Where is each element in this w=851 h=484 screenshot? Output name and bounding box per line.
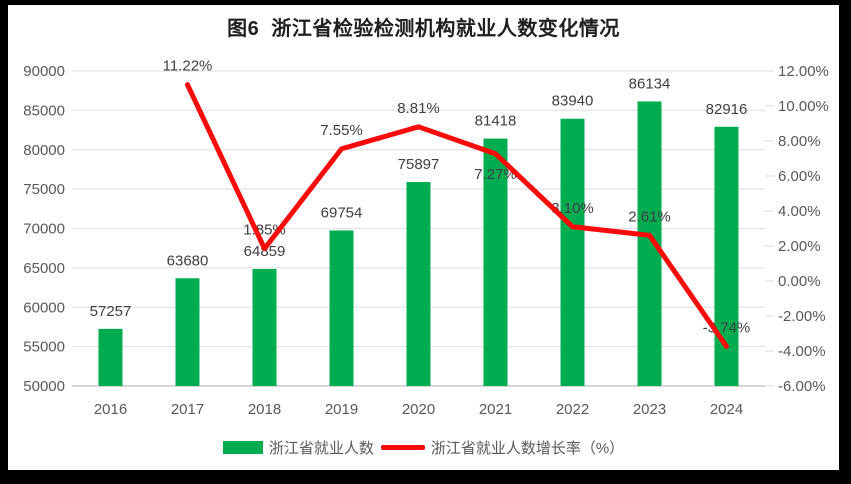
left-axis-tick-label: 50000 xyxy=(23,378,65,395)
right-axis-tick-label: 8.00% xyxy=(778,133,821,150)
bar-label-2018: 64859 xyxy=(244,243,286,260)
combo-chart: 57257 63680 64859 69754 75897 81418 83940 86134… xyxy=(23,58,829,418)
x-axis-label-2024: 2024 xyxy=(710,401,743,418)
chart-canvas: 图6 浙江省检验检测机构就业人数变化情况 57257 63680 64859 6975… xyxy=(8,5,839,470)
left-axis-tick-label: 80000 xyxy=(23,142,65,159)
left-axis-tick-label: 90000 xyxy=(23,63,65,80)
rate-label-2020: 8.81% xyxy=(397,100,440,117)
bar-label-2016: 57257 xyxy=(90,303,132,320)
right-axis-tick-label: 12.00% xyxy=(778,63,829,80)
x-axis-label-2020: 2020 xyxy=(402,401,435,418)
x-axis-label-2023: 2023 xyxy=(633,401,666,418)
left-axis-tick-label: 75000 xyxy=(23,181,65,198)
right-axis-tick-label: 10.00% xyxy=(778,98,829,115)
left-axis-tick-label: 55000 xyxy=(23,339,65,356)
x-axis-label-2018: 2018 xyxy=(248,401,281,418)
bar-label-2023: 86134 xyxy=(629,75,671,92)
bar-2022 xyxy=(560,118,585,386)
right-axis-tick-label: 4.00% xyxy=(778,203,821,220)
x-axis-label-2021: 2021 xyxy=(479,401,512,418)
bar-label-2020: 75897 xyxy=(398,156,440,173)
right-axis-tick-label: 6.00% xyxy=(778,168,821,185)
legend-bar-swatch-icon xyxy=(222,441,263,454)
bar-label-2024: 82916 xyxy=(706,101,748,118)
x-axis-label-2019: 2019 xyxy=(325,401,358,418)
rate-label-2021: 7.27% xyxy=(474,166,517,183)
growth-rate-line xyxy=(185,82,729,349)
rate-label-2023: 2.61% xyxy=(628,208,671,225)
legend-label-growth-rate: 浙江省就业人数增长率（%） xyxy=(430,440,625,457)
legend-line-swatch-icon xyxy=(380,445,425,450)
bar-2018 xyxy=(252,268,277,386)
left-axis-tick-label: 70000 xyxy=(23,221,65,238)
right-axis-tick-label: -4.00% xyxy=(778,343,826,360)
right-axis-tick-label: -2.00% xyxy=(778,308,826,325)
left-axis-tick-label: 65000 xyxy=(23,260,65,277)
right-axis-tick-label: 0.00% xyxy=(778,273,821,290)
right-axis-tick-label: 2.00% xyxy=(778,238,821,255)
bar-label-2017: 63680 xyxy=(167,252,209,269)
x-axis-label-2016: 2016 xyxy=(94,401,127,418)
left-axis-tick-label: 85000 xyxy=(23,102,65,119)
bar-label-2021: 81418 xyxy=(475,113,517,130)
bar-2020 xyxy=(406,182,431,386)
legend-label-employment: 浙江省就业人数 xyxy=(268,440,374,457)
legend-item-growth-rate: 浙江省就业人数增长率（%） xyxy=(380,437,625,458)
bar-label-2019: 69754 xyxy=(321,204,363,221)
chart-title: 图6 浙江省检验检测机构就业人数变化情况 xyxy=(227,18,620,40)
rate-label-2019: 7.55% xyxy=(320,122,363,139)
x-axis-label-2017: 2017 xyxy=(171,401,204,418)
bar-2016 xyxy=(98,328,123,386)
left-axis-tick-label: 60000 xyxy=(23,299,65,316)
bar-2017 xyxy=(175,278,200,386)
bar-2021 xyxy=(483,138,508,386)
legend-item-employment: 浙江省就业人数 xyxy=(222,437,374,458)
right-axis-tick-label: -6.00% xyxy=(778,378,826,395)
x-axis-label-2022: 2022 xyxy=(556,401,589,418)
chart-legend: 浙江省就业人数 浙江省就业人数增长率（%） xyxy=(8,437,839,458)
bar-2019 xyxy=(329,230,354,386)
rate-label-2022: 3.10% xyxy=(551,200,594,217)
rate-label-2017: 11.22% xyxy=(163,58,213,75)
bar-label-2022: 83940 xyxy=(552,93,594,110)
